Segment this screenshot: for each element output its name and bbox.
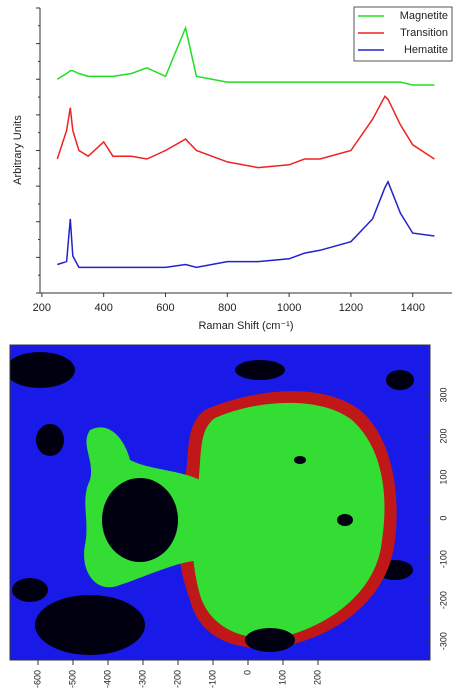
x-tick-label: 400	[94, 302, 112, 314]
legend-label: Magnetite	[400, 10, 448, 22]
x-tick-label: 200	[312, 670, 322, 685]
x-tick-label: 200	[33, 302, 51, 314]
y-tick-label: 0	[438, 516, 448, 521]
x-tick-label: 1000	[277, 302, 301, 314]
x-tick-label: -100	[207, 670, 217, 688]
y-axis-label: Arbitrary Units	[12, 115, 24, 185]
x-tick-label: 1400	[401, 302, 425, 314]
x-tick-label: -500	[67, 670, 77, 688]
spectrum-line	[56, 95, 435, 169]
y-tick-label: 200	[438, 429, 448, 444]
x-tick-label: -300	[137, 670, 147, 688]
x-tick-label: -400	[102, 670, 112, 688]
x-tick-label: 100	[277, 670, 287, 685]
y-tick-label: -100	[438, 550, 448, 568]
spectrum-line	[57, 180, 435, 269]
x-tick-label: 600	[156, 302, 174, 314]
spectrum-line	[56, 25, 435, 86]
y-tick-label: 100	[438, 470, 448, 485]
x-tick-label: 800	[218, 302, 236, 314]
x-axis-label: Raman Shift (cm⁻¹)	[198, 320, 293, 332]
legend-label: Transition	[400, 27, 448, 39]
x-tick-label: 0	[242, 670, 252, 675]
raman-map	[10, 345, 430, 660]
x-tick-label: -600	[32, 670, 42, 688]
y-tick-label: 300	[438, 388, 448, 403]
x-tick-label: 1200	[339, 302, 363, 314]
legend-label: Hematite	[404, 44, 448, 56]
y-tick-label: -300	[438, 632, 448, 650]
x-tick-label: -200	[172, 670, 182, 688]
map-frame	[9, 344, 431, 661]
y-tick-label: -200	[438, 591, 448, 609]
